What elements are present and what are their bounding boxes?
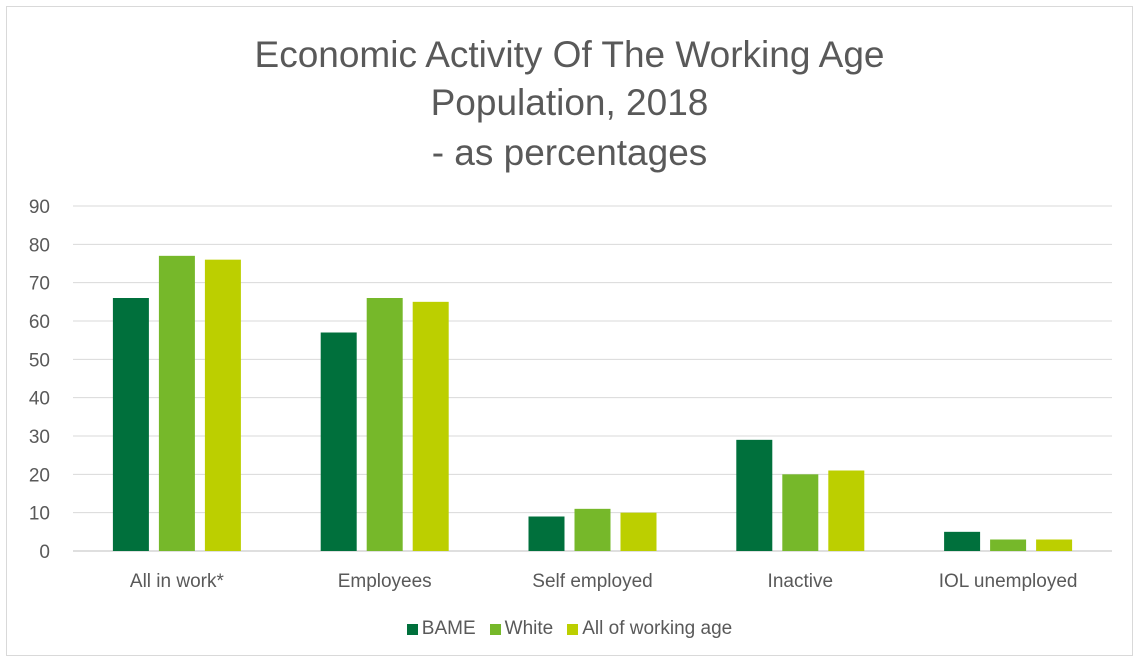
y-tick-label: 90 (29, 197, 50, 218)
x-tick-label: Inactive (768, 571, 833, 592)
bar-bame-self-employed (528, 516, 565, 551)
bar-bame-inactive (736, 439, 773, 551)
bar-all-of-working-age-self-employed (620, 512, 657, 551)
x-tick-label: Self employed (532, 571, 652, 592)
y-tick-label: 10 (29, 504, 50, 525)
legend-item-all-of-working-age: All of working age (567, 618, 732, 640)
legend-label-white: White (504, 618, 554, 639)
chart-title-line-2: Population, 2018 (430, 82, 709, 123)
y-tick-label: 70 (29, 274, 50, 295)
x-tick-label: All in work* (130, 571, 225, 592)
y-tick-label: 60 (29, 312, 50, 333)
bar-white-self-employed (574, 508, 611, 551)
legend-label-all-of-working-age: All of working age (582, 618, 733, 639)
y-tick-label: 40 (29, 389, 50, 410)
y-tick-label: 20 (29, 465, 50, 486)
bar-white-employees (366, 298, 403, 551)
y-tick-label: 50 (29, 350, 50, 371)
bar-all-of-working-age-all-in-work (204, 259, 241, 551)
legend-item-bame: BAME (406, 618, 476, 640)
bar-all-of-working-age-employees (412, 301, 449, 551)
x-tick-label: Employees (338, 571, 432, 592)
bar-white-iol-unemployed (990, 539, 1027, 551)
chart-legend: BAME White All of working age (0, 618, 1139, 640)
bar-all-of-working-age-inactive (828, 470, 865, 551)
x-tick-label: IOL unemployed (939, 571, 1078, 592)
legend-swatch-bame (406, 623, 418, 635)
bar-bame-employees (320, 332, 357, 551)
chart-title-line-1: Economic Activity Of The Working Age (254, 34, 885, 75)
y-tick-label: 80 (29, 235, 50, 256)
bar-white-inactive (782, 474, 819, 551)
bar-bame-iol-unemployed (944, 531, 981, 551)
bar-bame-all-in-work (112, 298, 149, 551)
legend-swatch-white (489, 623, 501, 635)
y-tick-label: 0 (39, 542, 50, 563)
y-tick-label: 30 (29, 427, 50, 448)
bar-all-of-working-age-iol-unemployed (1036, 539, 1073, 551)
bar-white-all-in-work (158, 255, 195, 552)
legend-label-bame: BAME (421, 618, 476, 639)
chart-title-line-3: - as percentages (431, 132, 708, 173)
legend-item-white: White (489, 618, 554, 640)
legend-swatch-all-of-working-age (567, 623, 579, 635)
